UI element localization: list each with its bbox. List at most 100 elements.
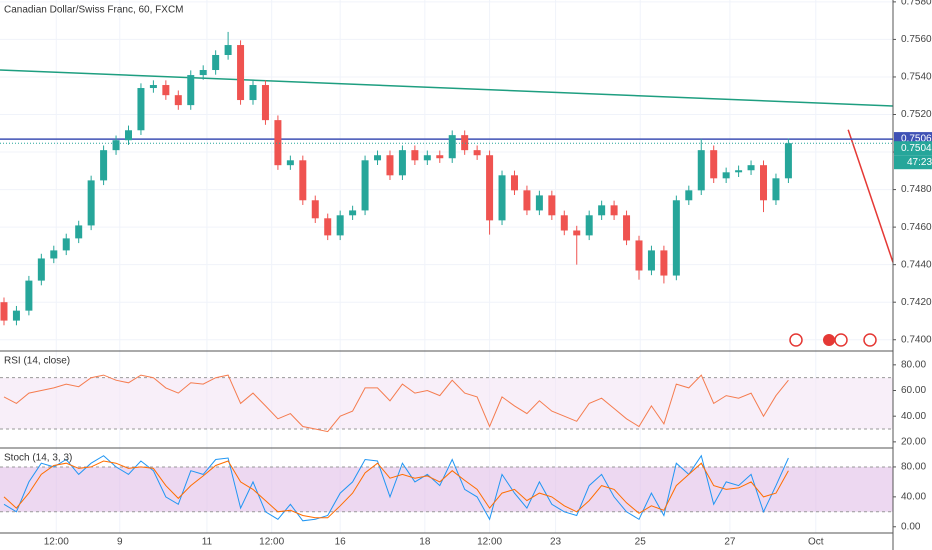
candle-body [411,150,419,161]
candle-body [635,240,643,271]
candle-body [25,280,33,311]
candle-body [237,45,245,101]
candle-body [75,225,83,239]
candle-body [212,54,220,71]
price-tag [894,141,932,156]
band [0,466,893,512]
candle-body [386,155,394,176]
indicator-line [3,374,789,433]
candle-body [261,85,269,121]
candle-body [548,195,556,216]
y-tick-label: 60.00 [901,385,926,396]
candle-body [535,195,543,211]
candle-body [274,120,282,166]
candle-body [299,160,307,201]
x-tick-label: 16 [335,537,347,548]
y-tick-label: 0.75800 [901,0,932,8]
x-tick-label: 25 [635,537,647,548]
candle-body [784,143,792,179]
candle-body [697,150,705,191]
x-tick-label: 23 [550,537,562,548]
candle-body [747,165,755,171]
candle-body [87,180,95,226]
x-tick-label: 12:00 [477,537,502,548]
candle-body [647,250,655,271]
candle-body [610,205,618,216]
candle-body [523,190,531,211]
x-tick-label: 27 [724,537,736,548]
y-tick-label: 80.00 [901,462,926,473]
candle-body [349,210,357,216]
x-tick-label: 12:00 [259,537,284,548]
trend-line [0,69,894,107]
x-tick-label: 9 [117,537,123,548]
candle-body [324,218,332,236]
candle-body [623,215,631,241]
candle-body [735,170,743,173]
candle-body [137,88,145,131]
candle-body [710,150,718,179]
candle-body [374,155,382,161]
event-icon[interactable] [834,333,848,347]
candle-body [772,178,780,201]
candle-body [50,250,58,259]
x-tick-label: 18 [419,537,431,548]
candle-body [585,215,593,236]
event-icon[interactable] [789,333,803,347]
y-tick-label: 0.00 [901,521,921,532]
candle-body [286,160,294,166]
candle-body [336,215,344,236]
candle-body [560,215,568,231]
candle-body [162,85,170,96]
candle-body [461,135,469,151]
x-tick-label: 12:00 [44,537,69,548]
event-icon[interactable] [823,334,835,346]
price-tag-label: 0.75047 [901,143,932,154]
candle-body [12,310,20,321]
candle-body [722,172,730,179]
candle-body [62,238,70,251]
y-tick-label: 80.00 [901,359,926,370]
price-tag-label: 0.75069 [901,134,932,145]
candle-body [448,135,456,159]
candle-body [0,302,8,321]
candle-body [573,230,581,236]
candle-body [660,250,668,276]
candle-body [112,140,120,151]
candle-body [100,150,108,181]
candle-body [361,160,369,211]
candle-body [199,70,207,76]
candle-body [174,95,182,106]
event-icon[interactable] [863,333,877,347]
candle-body [598,205,606,216]
candle-body [224,45,232,55]
rsi-title: RSI (14, close) [4,356,70,367]
y-tick-label: 40.00 [901,411,926,422]
candle-body [311,200,319,219]
y-tick-label: 40.00 [901,491,926,502]
candle-body [473,150,481,156]
candle-body [760,165,768,201]
event-icons[interactable] [789,333,877,347]
candle-body [436,155,444,159]
countdown-label: 47:23 [907,157,932,168]
candle-body [249,85,257,101]
x-tick-label: 11 [202,537,213,548]
candle-body [124,130,132,141]
band [0,377,893,430]
candle-body [398,150,406,176]
candle-body [498,175,506,221]
candle-body [486,155,494,221]
candle-body [423,155,431,161]
chart-title: Canadian Dollar/Swiss Franc, 60, FXCM [4,5,184,16]
candle-body [37,258,45,281]
